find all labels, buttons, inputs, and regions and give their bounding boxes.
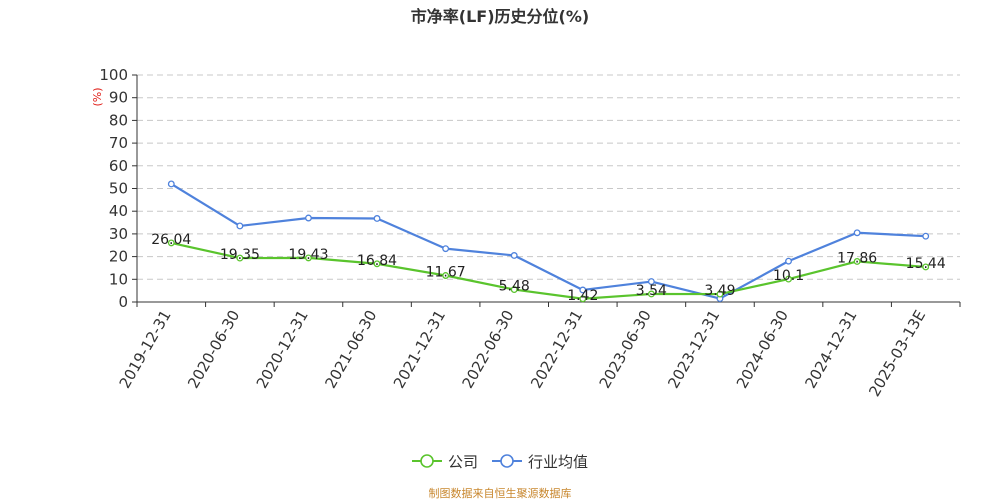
data-point-series-0	[853, 258, 861, 265]
data-point-series-1	[167, 180, 175, 188]
data-label: 15.44	[906, 256, 946, 272]
data-point-series-0	[167, 239, 175, 247]
legend-label-1: 行业均值	[528, 453, 588, 471]
x-tick-label: 2022-12-31	[527, 307, 586, 392]
data-label: 3.54	[636, 283, 667, 299]
x-tick-label: 2025-03-13E	[865, 307, 929, 400]
x-tick-label: 2019-12-31	[116, 307, 175, 392]
data-point-series-1	[785, 257, 792, 265]
data-labels: 26.04 19.35 19.43 16.84 11.67 5.48 1.42 3.54 3.4…	[151, 232, 946, 304]
data-label: 19.43	[288, 247, 328, 263]
data-point-series-1	[579, 286, 587, 294]
data-point-series-1	[305, 214, 312, 222]
x-tick-label: 2020-06-30	[184, 307, 243, 392]
y-tick-label: 0	[118, 293, 128, 311]
chart-title: 市净率(LF)历史分位(%)	[411, 7, 589, 26]
y-tick-labels: 0 10 20 30 40 50 60 70 80 90 100	[99, 66, 128, 311]
data-point-series-0	[442, 272, 450, 279]
data-point-series-1	[373, 215, 381, 222]
data-point-series-1	[236, 222, 244, 230]
data-label: 16.84	[357, 253, 397, 269]
legend: 公司 行业均值	[412, 453, 588, 471]
y-tick-label: 60	[109, 157, 128, 175]
y-tick-label: 100	[99, 66, 128, 84]
data-point-series-0	[305, 254, 312, 262]
data-point-series-0	[785, 275, 792, 283]
x-tick-label: 2023-06-30	[596, 307, 655, 392]
source-note: 制图数据来自恒生聚源数据库	[429, 486, 572, 500]
y-tick-label: 50	[109, 180, 128, 198]
data-label: 26.04	[151, 232, 191, 248]
data-point-series-0	[922, 263, 930, 271]
x-tick-label: 2023-12-31	[664, 307, 723, 392]
data-label: 11.67	[426, 265, 466, 281]
x-tick-label: 2024-12-31	[801, 307, 860, 392]
x-tick-label: 2020-12-31	[253, 307, 312, 392]
y-axis-label: (%)	[91, 87, 104, 106]
data-label: 19.35	[220, 247, 260, 263]
x-tick-label: 2022-06-30	[458, 307, 517, 392]
data-point-series-1	[510, 252, 518, 259]
gridlines	[137, 74, 960, 280]
data-point-series-1	[922, 232, 930, 240]
data-label: 1.42	[567, 288, 598, 304]
series-line-0	[171, 241, 926, 300]
series-lines	[167, 180, 930, 303]
legend-marker-0	[420, 454, 434, 468]
legend-label-0: 公司	[448, 453, 478, 471]
data-point-series-1	[853, 229, 861, 237]
y-tick-label: 20	[109, 248, 128, 266]
data-point-series-0	[510, 286, 518, 294]
axes	[132, 74, 961, 307]
x-tick-labels: 2019-12-31 2020-06-30 2020-12-31 2021-06-30…	[116, 307, 930, 400]
x-tick-label: 2024-06-30	[733, 307, 792, 392]
series-line-1	[170, 183, 926, 300]
y-tick-label: 10	[109, 270, 128, 288]
x-tick-label: 2021-12-31	[390, 307, 449, 392]
data-label: 17.86	[837, 250, 877, 266]
data-label: 3.49	[704, 283, 735, 299]
data-label: 5.48	[499, 279, 530, 295]
data-point-series-0	[716, 290, 724, 298]
x-tick-label: 2021-06-30	[321, 307, 380, 392]
data-point-series-0	[647, 290, 655, 298]
y-tick-label: 90	[109, 89, 128, 107]
y-tick-label: 80	[109, 111, 128, 129]
data-point-series-1	[442, 245, 450, 253]
data-point-series-0	[373, 260, 381, 268]
legend-marker-1	[500, 454, 514, 468]
data-point-series-0	[579, 295, 587, 303]
data-label: 10.1	[773, 268, 804, 284]
data-point-series-0	[236, 254, 244, 262]
y-tick-label: 30	[109, 225, 128, 243]
data-point-series-1	[647, 278, 655, 286]
y-tick-label: 70	[109, 134, 128, 152]
y-tick-label: 40	[109, 202, 128, 220]
